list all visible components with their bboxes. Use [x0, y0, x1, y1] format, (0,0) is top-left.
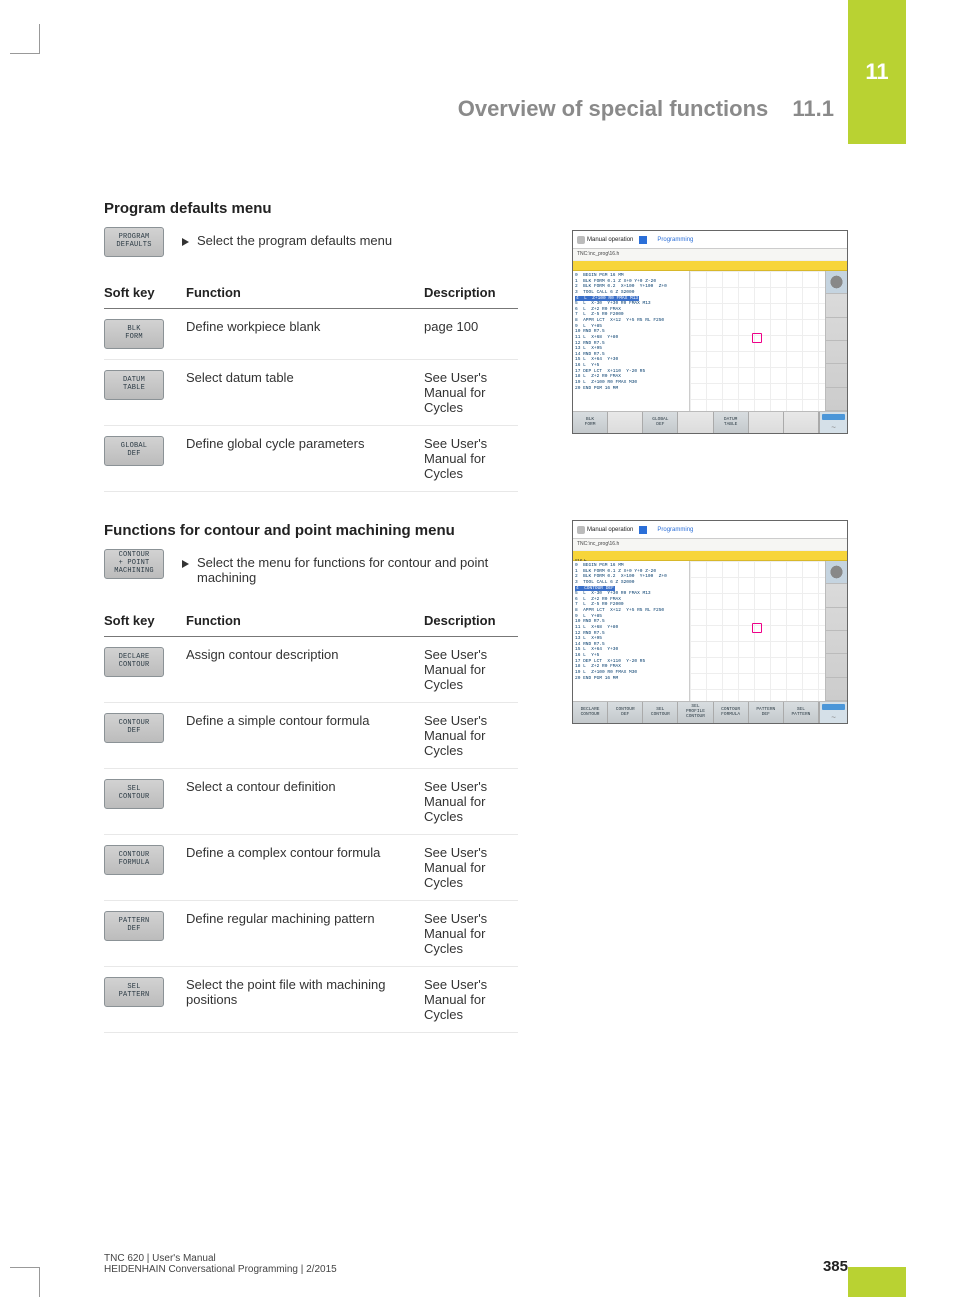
softkey-end-icon: ~	[819, 412, 847, 433]
table-row: BLKFORMDefine workpiece blankpage 100	[104, 309, 518, 360]
softkey-mini: SELPROFILECONTOUR	[678, 702, 713, 723]
header-section: 11.1	[792, 96, 834, 121]
code-panel: 0 BEGIN PGM 16 MM 1 BLK FORM 0.1 Z X+0 Y…	[573, 271, 689, 411]
gear-icon	[826, 271, 847, 294]
softkey-empty	[749, 412, 784, 433]
chapter-number: 11	[865, 59, 888, 85]
softkey-mini: SELCONTOUR	[643, 702, 678, 723]
code-panel: 0 BEGIN PGM 16 MM 1 BLK FORM 0.1 Z X+0 Y…	[573, 561, 689, 701]
footer-line2: HEIDENHAIN Conversational Programming | …	[104, 1264, 337, 1275]
softkey-mini: SELPATTERN	[784, 702, 819, 723]
table-row: SELPATTERNSelect the point file with mac…	[104, 967, 518, 1033]
softkey-blk-form: BLKFORM	[104, 319, 164, 349]
softkey-contour-def: CONTOURDEF	[104, 713, 164, 743]
softkey-mini: BLKFORM	[573, 412, 608, 433]
screenshot-contour-machining: Manual operation Programming TNC:\nc_pro…	[572, 520, 848, 724]
chapter-tab: 11	[848, 0, 906, 144]
section-title: Program defaults menu	[104, 200, 848, 217]
softkey-sel-pattern: SELPATTERN	[104, 977, 164, 1007]
page-footer: TNC 620 | User's Manual HEIDENHAIN Conve…	[104, 1253, 848, 1275]
table-row: CONTOURDEFDefine a simple contour formul…	[104, 703, 518, 769]
crop-mark-tl	[10, 24, 40, 54]
graphics-panel	[689, 271, 825, 411]
softkey-sel-contour: SELCONTOUR	[104, 779, 164, 809]
triangle-bullet-icon	[182, 560, 189, 568]
softkey-empty	[608, 412, 643, 433]
softkey-mini: PATTERNDEF	[749, 702, 784, 723]
table-row: PATTERNDEFDefine regular machining patte…	[104, 901, 518, 967]
crop-mark-bl	[10, 1267, 40, 1297]
header-title: Overview of special functions	[458, 96, 769, 121]
softkey-mini: GLOBALDEF	[643, 412, 678, 433]
softkey-contour-point-machining: CONTOUR + POINT MACHINING	[104, 549, 164, 579]
softkey-mini: DECLARECONTOUR	[573, 702, 608, 723]
softkey-mini: CONTOURDEF	[608, 702, 643, 723]
softkey-global-def: GLOBALDEF	[104, 436, 164, 466]
softkey-datum-table: DATUMTABLE	[104, 370, 164, 400]
page-header: Overview of special functions 11.1	[458, 96, 834, 122]
softkey-program-defaults: PROGRAM DEFAULTS	[104, 227, 164, 257]
softkey-mini: DATUMTABLE	[714, 412, 749, 433]
page-number: 385	[823, 1258, 848, 1275]
graphics-panel	[689, 561, 825, 701]
table-row: DECLARECONTOURAssign contour description…	[104, 637, 518, 703]
table-row: SELCONTOURSelect a contour definitionSee…	[104, 769, 518, 835]
table-contour-machining: Soft key Function Description DECLARECON…	[104, 607, 518, 1033]
table-row: DATUMTABLESelect datum tableSee User's M…	[104, 360, 518, 426]
intro-text: Select the program defaults menu	[197, 233, 392, 248]
softkey-empty	[784, 412, 819, 433]
softkey-contour-formula: CONTOURFORMULA	[104, 845, 164, 875]
gear-icon	[826, 561, 847, 584]
table-row: GLOBALDEFDefine global cycle parametersS…	[104, 426, 518, 492]
softkey-declare-contour: DECLARECONTOUR	[104, 647, 164, 677]
crop-mark-br	[848, 1267, 906, 1297]
softkey-pattern-def: PATTERNDEF	[104, 911, 164, 941]
intro-text: Select the menu for functions for contou…	[197, 555, 517, 585]
screenshot-program-defaults: Manual operation Programming TNC:\nc_pro…	[572, 230, 848, 434]
triangle-bullet-icon	[182, 238, 189, 246]
softkey-empty	[678, 412, 713, 433]
softkey-mini: CONTOURFORMULA	[714, 702, 749, 723]
table-program-defaults: Soft key Function Description BLKFORMDef…	[104, 279, 518, 492]
footer-line1: TNC 620 | User's Manual	[104, 1253, 337, 1264]
softkey-end-icon: ~	[819, 702, 847, 723]
table-row: CONTOURFORMULADefine a complex contour f…	[104, 835, 518, 901]
